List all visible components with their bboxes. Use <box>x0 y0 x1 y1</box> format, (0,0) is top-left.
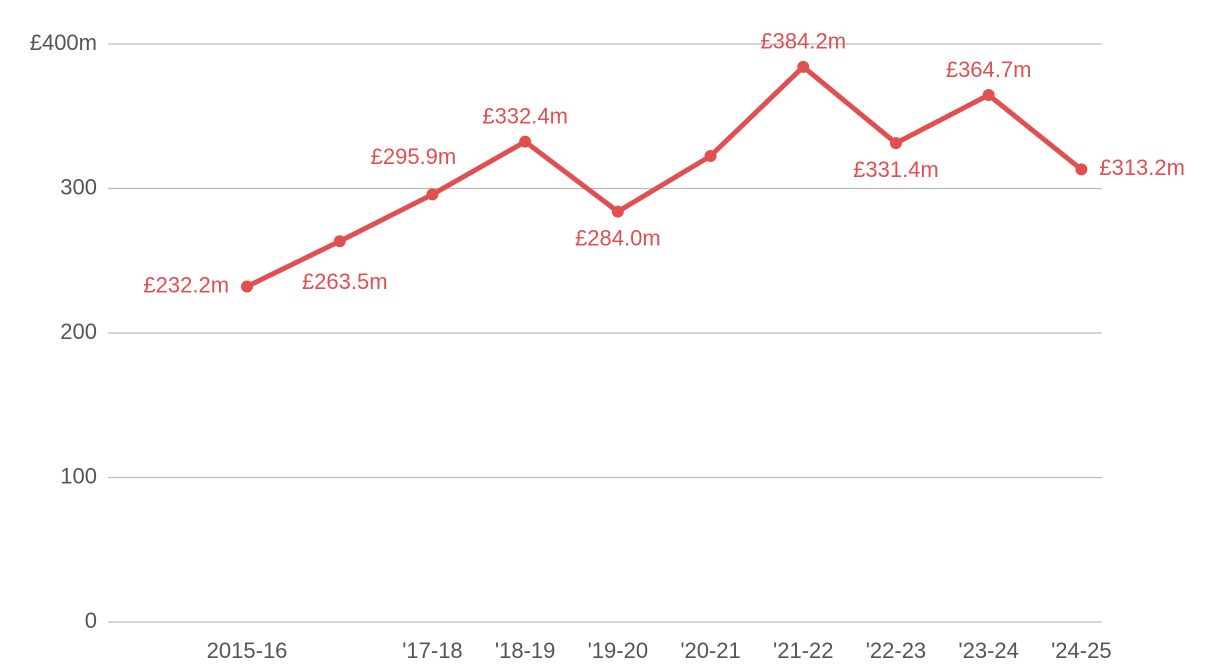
data-label: £331.4m <box>853 157 939 182</box>
x-tick-label: '18-19 <box>495 638 555 663</box>
data-point <box>1075 163 1088 176</box>
x-tick-label: '21-22 <box>773 638 833 663</box>
y-tick-label: 100 <box>60 463 97 488</box>
data-label: £364.7m <box>946 57 1032 82</box>
data-label: £384.2m <box>760 29 846 54</box>
y-tick-label: 300 <box>60 174 97 199</box>
data-point <box>611 205 624 218</box>
x-tick-label: '23-24 <box>958 638 1018 663</box>
x-tick-label: '22-23 <box>866 638 926 663</box>
data-line <box>245 64 1083 289</box>
data-label: £284.0m <box>575 225 661 250</box>
data-point <box>797 60 810 73</box>
data-point <box>519 135 532 148</box>
x-tick-label: '24-25 <box>1051 638 1111 663</box>
y-tick-label: 200 <box>60 319 97 344</box>
data-label: £263.5m <box>302 269 388 294</box>
data-point <box>704 149 717 162</box>
x-tick-label: 2015-16 <box>207 638 288 663</box>
data-label: £332.4m <box>482 103 568 128</box>
data-label: £295.9m <box>371 144 457 169</box>
data-point <box>889 137 902 150</box>
data-label: £313.2m <box>1099 155 1185 180</box>
data-label: £232.2m <box>143 272 229 297</box>
data-point <box>241 280 254 293</box>
x-tick-label: '19-20 <box>588 638 648 663</box>
y-tick-label: £400m <box>30 30 97 55</box>
x-tick-label: '20-21 <box>680 638 740 663</box>
x-tick-label: '17-18 <box>402 638 462 663</box>
data-point <box>333 235 346 248</box>
data-point <box>982 89 995 102</box>
y-tick-label: 0 <box>85 608 97 633</box>
data-point <box>426 188 439 201</box>
